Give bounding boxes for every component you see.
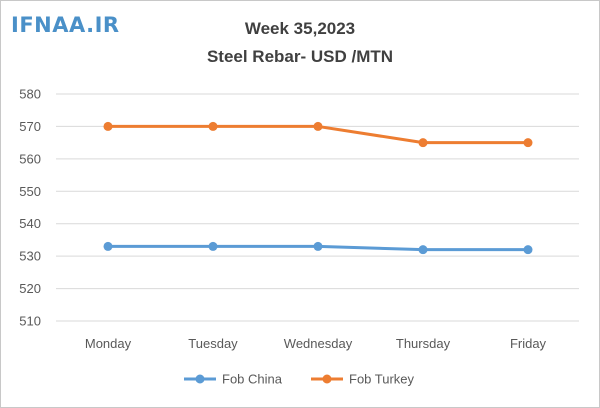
data-point: [418, 245, 428, 255]
data-point: [418, 138, 428, 148]
y-tick-label: 570: [19, 119, 41, 134]
data-point: [103, 241, 113, 251]
x-tick-label: Wednesday: [284, 336, 353, 351]
data-point: [208, 121, 218, 131]
y-tick-label: 520: [19, 281, 41, 296]
ifnaa-logo: IFNAA.IR: [11, 13, 120, 37]
legend-label: Fob Turkey: [349, 372, 415, 387]
legend-marker: [195, 374, 205, 384]
x-tick-label: Friday: [510, 336, 547, 351]
x-tick-label: Monday: [85, 336, 132, 351]
chart-subtitle: Steel Rebar- USD /MTN: [206, 47, 394, 66]
data-point: [208, 241, 218, 251]
data-point: [313, 241, 323, 251]
x-tick-label: Thursday: [396, 336, 451, 351]
y-tick-label: 510: [19, 314, 41, 329]
y-tick-label: 540: [19, 216, 41, 231]
x-tick-label: Tuesday: [188, 336, 238, 351]
y-tick-label: 530: [19, 249, 41, 264]
legend-marker: [322, 374, 332, 384]
data-point: [523, 245, 533, 255]
chart-title: Week 35,2023: [244, 19, 356, 38]
y-tick-label: 560: [19, 151, 41, 166]
y-tick-label: 550: [19, 184, 41, 199]
y-tick-label: 580: [19, 87, 41, 102]
data-point: [523, 138, 533, 148]
legend-label: Fob China: [222, 372, 283, 387]
data-point: [313, 121, 323, 131]
data-point: [103, 121, 113, 131]
